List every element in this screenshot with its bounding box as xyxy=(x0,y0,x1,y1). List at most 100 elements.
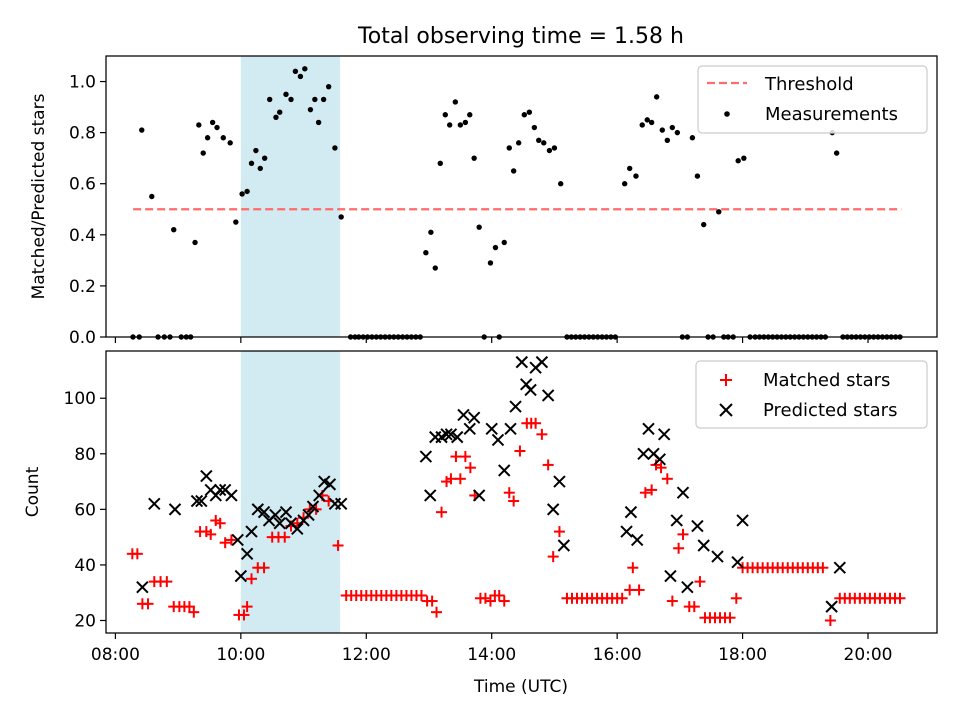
top-y-tick-label: 1.0 xyxy=(69,73,96,93)
predicted-star-marker xyxy=(451,430,464,444)
matched-star-marker xyxy=(694,576,706,588)
predicted-marker-b xyxy=(657,428,671,441)
predicted-marker-b xyxy=(318,475,331,488)
predicted-star-marker xyxy=(323,478,337,491)
measurement-point xyxy=(266,96,273,103)
measurement-point xyxy=(644,117,650,123)
measurement-point xyxy=(302,66,308,72)
predicted-marker-b xyxy=(313,489,326,502)
measurement-point xyxy=(204,135,211,141)
predicted-marker-b xyxy=(541,389,555,402)
measurement-point xyxy=(659,127,665,133)
predicted-star-marker xyxy=(419,450,433,463)
predicted-marker-b xyxy=(637,447,650,461)
x-tick-label: 18:00 xyxy=(718,645,767,665)
x-tick-label: 16:00 xyxy=(593,645,642,665)
predicted-marker-b xyxy=(711,550,724,563)
matched-star-marker xyxy=(655,462,667,474)
measurement-point xyxy=(471,155,477,161)
matched-star-marker xyxy=(894,592,906,604)
predicted-marker-b xyxy=(485,422,498,436)
measurement-point xyxy=(332,145,338,151)
predicted-marker-b xyxy=(736,514,749,527)
matched-star-marker xyxy=(459,451,471,463)
predicted-star-marker xyxy=(731,555,744,569)
top-legend: Threshold Measurements xyxy=(697,65,928,134)
predicted-marker-b xyxy=(245,525,258,538)
matched-star-marker xyxy=(633,584,645,596)
legend-measurements-label: Measurements xyxy=(765,104,898,125)
measurement-point xyxy=(315,119,322,126)
predicted-marker-b xyxy=(240,547,254,561)
legend-measurements-swatch xyxy=(724,111,730,117)
predicted-marker-b xyxy=(557,539,571,552)
matched-star-marker xyxy=(824,614,836,626)
predicted-marker-b xyxy=(284,517,298,530)
matched-star-marker xyxy=(624,584,636,596)
measurement-point xyxy=(501,239,507,246)
predicted-marker-b xyxy=(691,519,704,533)
predicted-marker-b xyxy=(323,478,337,491)
predicted-marker-b xyxy=(620,525,633,538)
bottom-x-axis: 08:00 10:00 12:00 14:00 16:00 18:00 20:00 xyxy=(91,633,893,665)
predicted-marker-b xyxy=(273,517,286,530)
predicted-marker-b xyxy=(257,505,271,519)
matched-star-marker xyxy=(415,589,427,601)
predicted-marker-b xyxy=(467,411,481,424)
predicted-marker-b xyxy=(136,580,149,594)
predicted-marker-b xyxy=(279,505,293,519)
top-plot-frame xyxy=(105,55,938,338)
predicted-star-marker xyxy=(190,494,204,508)
predicted-marker-b xyxy=(463,422,476,436)
predicted-star-marker xyxy=(711,550,724,563)
predicted-star-marker xyxy=(631,533,644,547)
predicted-star-marker xyxy=(269,508,282,522)
matched-star-marker xyxy=(450,451,462,463)
legend-matched-label: Matched stars xyxy=(763,370,890,391)
bottom-legend-box xyxy=(695,360,928,429)
top-y-axis-label: Matched/Predicted stars xyxy=(29,93,49,299)
matched-star-marker xyxy=(205,528,217,540)
matched-star-marker xyxy=(498,595,510,607)
legend-matched-swatch xyxy=(720,374,732,386)
matched-star-marker xyxy=(817,562,829,574)
measurement-point xyxy=(452,99,459,105)
legend-predicted-swatch xyxy=(719,403,733,417)
predicted-star-marker xyxy=(136,580,149,594)
matched-star-marker xyxy=(436,506,448,518)
predicted-star-marker xyxy=(457,408,470,422)
top-legend-box xyxy=(697,65,928,134)
x-tick-label: 12:00 xyxy=(342,645,391,665)
predicted-star-marker xyxy=(637,447,650,461)
measurement-point xyxy=(292,68,299,75)
measurement-point xyxy=(515,140,522,146)
bottom-legend: Matched stars Predicted stars xyxy=(695,360,928,429)
predicted-marker-b xyxy=(440,428,453,441)
matched-star-marker xyxy=(214,517,226,529)
measurement-point xyxy=(487,260,494,266)
predicted-marker-b xyxy=(647,447,660,461)
predicted-marker-b xyxy=(269,508,282,522)
predicted-star-marker xyxy=(509,400,522,413)
matched-star-marker xyxy=(530,417,542,429)
predicted-marker-b xyxy=(524,383,537,397)
predicted-star-marker xyxy=(231,533,244,547)
legend-threshold-label: Threshold xyxy=(764,74,854,95)
top-y-tick-label: 0.6 xyxy=(69,175,96,195)
predicted-star-marker xyxy=(200,469,213,483)
predicted-star-marker xyxy=(653,453,666,466)
predicted-star-marker xyxy=(681,580,694,594)
matched-star-marker xyxy=(332,539,344,551)
predicted-marker-b xyxy=(670,514,683,527)
predicted-marker-b xyxy=(306,500,320,513)
measurement-point xyxy=(239,191,245,197)
measurement-point xyxy=(716,209,722,215)
predicted-star-marker xyxy=(541,389,555,402)
predicted-star-marker xyxy=(251,503,264,516)
matched-star-marker xyxy=(454,473,466,485)
measurement-point xyxy=(633,173,639,179)
measurement-point xyxy=(423,250,429,256)
measurement-point xyxy=(338,214,344,220)
predicted-star-marker xyxy=(444,428,458,441)
predicted-marker-b xyxy=(664,569,677,583)
